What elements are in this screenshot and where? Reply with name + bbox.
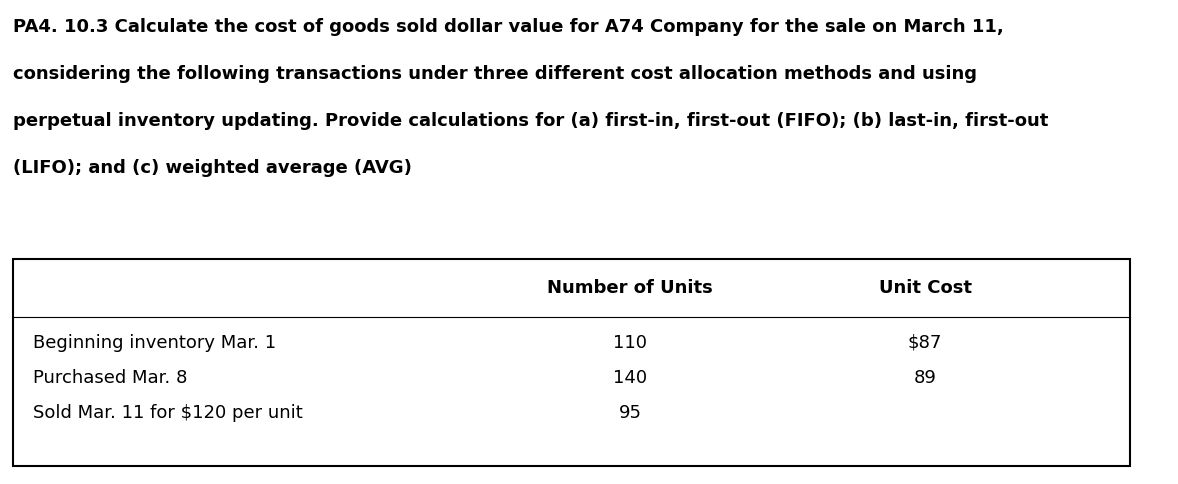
Text: $87: $87 <box>908 334 942 352</box>
Text: 95: 95 <box>618 404 642 422</box>
Text: considering the following transactions under three different cost allocation met: considering the following transactions u… <box>13 65 977 83</box>
Text: 140: 140 <box>613 369 647 387</box>
Text: 110: 110 <box>613 334 647 352</box>
Text: Purchased Mar. 8: Purchased Mar. 8 <box>33 369 187 387</box>
Text: perpetual inventory updating. Provide calculations for (a) first-in, first-out (: perpetual inventory updating. Provide ca… <box>13 112 1048 130</box>
Text: 89: 89 <box>914 369 937 387</box>
Bar <box>13 259 1130 466</box>
Text: PA4. 10.3 Calculate the cost of goods sold dollar value for A74 Company for the : PA4. 10.3 Calculate the cost of goods so… <box>13 18 1004 36</box>
Text: (LIFO); and (c) weighted average (AVG): (LIFO); and (c) weighted average (AVG) <box>13 159 412 177</box>
Text: Beginning inventory Mar. 1: Beginning inventory Mar. 1 <box>33 334 276 352</box>
Text: Number of Units: Number of Units <box>547 279 713 297</box>
Text: Unit Cost: Unit Cost <box>879 279 972 297</box>
Text: Sold Mar. 11 for $120 per unit: Sold Mar. 11 for $120 per unit <box>33 404 303 422</box>
